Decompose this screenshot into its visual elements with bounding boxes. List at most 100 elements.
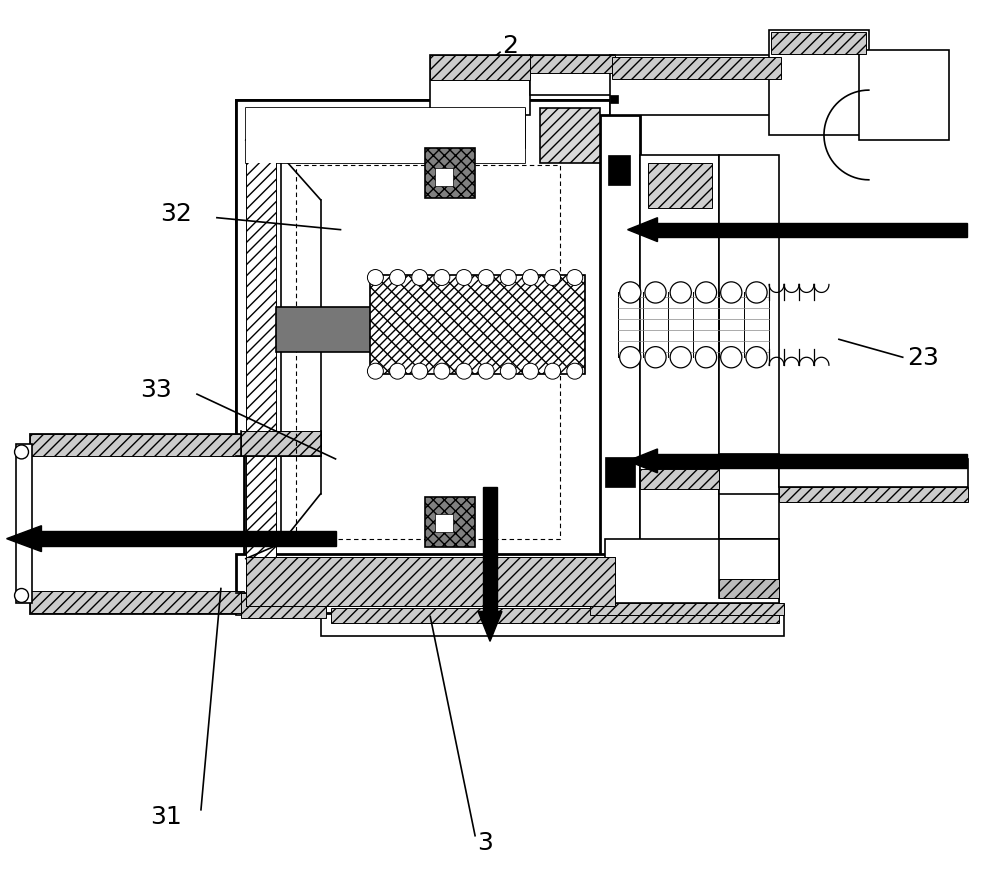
Circle shape (721, 282, 742, 303)
Bar (430, 56, 530, 81)
Bar (241, 432, 321, 456)
Circle shape (567, 364, 583, 380)
Bar (530, 56, 615, 74)
Bar (769, 31, 869, 136)
Text: 33: 33 (140, 378, 172, 401)
Bar (30, 434, 244, 614)
Bar (236, 554, 615, 614)
Circle shape (695, 282, 717, 303)
Circle shape (522, 270, 538, 286)
Circle shape (567, 270, 583, 286)
Text: 31: 31 (150, 804, 182, 828)
Bar (719, 579, 779, 599)
Bar (246, 109, 525, 163)
Circle shape (746, 282, 767, 303)
Bar (648, 163, 712, 209)
Bar (640, 469, 719, 489)
Bar (236, 604, 326, 616)
Bar (608, 156, 630, 186)
Bar (540, 109, 600, 163)
Bar (246, 557, 615, 607)
Bar (30, 434, 244, 456)
Circle shape (390, 364, 406, 380)
Text: 2: 2 (502, 34, 518, 58)
Circle shape (434, 364, 450, 380)
Circle shape (670, 348, 691, 368)
Circle shape (500, 270, 516, 286)
Bar (640, 156, 719, 604)
Circle shape (545, 364, 561, 380)
Circle shape (500, 364, 516, 380)
Bar (425, 497, 475, 547)
Circle shape (390, 270, 406, 286)
Bar (16, 444, 32, 604)
Circle shape (545, 270, 561, 286)
Bar (430, 56, 530, 116)
Bar (483, 488, 497, 612)
Circle shape (456, 364, 472, 380)
Bar (610, 56, 784, 116)
Bar (246, 109, 525, 149)
Bar (435, 514, 453, 532)
Bar (779, 488, 968, 502)
Bar (425, 149, 475, 198)
Bar (859, 51, 949, 141)
Circle shape (721, 348, 742, 368)
Bar (276, 308, 475, 353)
Circle shape (434, 270, 450, 286)
Bar (657, 223, 967, 237)
Polygon shape (628, 449, 657, 474)
Circle shape (456, 270, 472, 286)
Bar (657, 454, 967, 468)
Bar (600, 116, 640, 604)
Text: 32: 32 (160, 202, 192, 225)
Bar (612, 58, 781, 80)
Circle shape (15, 446, 29, 460)
Bar (241, 594, 326, 619)
Circle shape (15, 589, 29, 603)
Circle shape (412, 270, 428, 286)
Bar (719, 454, 779, 494)
Circle shape (367, 364, 383, 380)
Circle shape (367, 270, 383, 286)
Bar (246, 109, 276, 597)
Bar (331, 609, 779, 624)
Bar (30, 592, 244, 614)
Bar (321, 607, 784, 637)
Bar (370, 275, 585, 375)
Bar (605, 539, 779, 604)
Bar (610, 96, 618, 104)
Circle shape (478, 364, 494, 380)
Bar (41, 532, 336, 547)
Polygon shape (7, 526, 41, 552)
Bar (246, 109, 420, 154)
Circle shape (695, 348, 717, 368)
Circle shape (620, 348, 641, 368)
Bar (435, 169, 453, 187)
Bar (475, 315, 575, 345)
Bar (530, 56, 615, 96)
Text: 23: 23 (907, 346, 939, 370)
Bar (236, 101, 610, 609)
Circle shape (478, 270, 494, 286)
Bar (370, 275, 585, 375)
Bar (236, 101, 610, 609)
Bar (771, 33, 866, 55)
Polygon shape (628, 218, 657, 242)
Circle shape (746, 348, 767, 368)
Circle shape (412, 364, 428, 380)
Text: 3: 3 (477, 830, 493, 853)
Bar (590, 604, 784, 616)
Circle shape (670, 282, 691, 303)
Circle shape (522, 364, 538, 380)
Bar (430, 109, 480, 154)
Polygon shape (478, 612, 502, 641)
Bar (719, 539, 779, 599)
Bar (779, 460, 968, 488)
Bar (246, 109, 525, 163)
Circle shape (620, 282, 641, 303)
Bar (246, 557, 615, 607)
Circle shape (645, 348, 666, 368)
Bar (605, 457, 635, 488)
Bar (719, 156, 779, 604)
